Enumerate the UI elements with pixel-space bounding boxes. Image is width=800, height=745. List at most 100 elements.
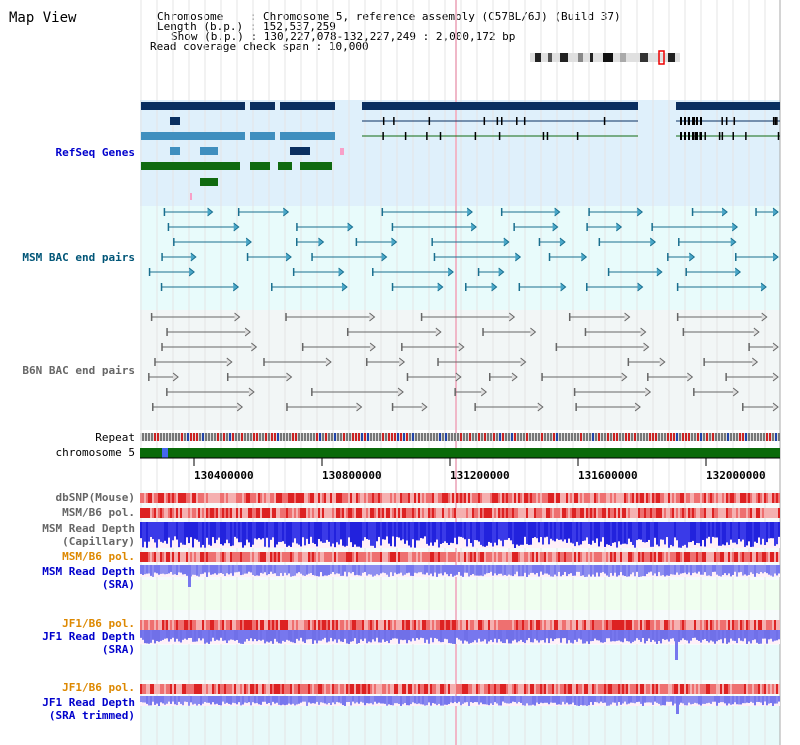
track-label-chromosome[interactable]: chromosome 5 xyxy=(55,446,135,459)
heat-cell xyxy=(558,508,560,518)
heat-cell xyxy=(510,552,512,562)
heat-cell xyxy=(482,684,484,694)
heat-cell xyxy=(480,620,482,630)
depth-bar xyxy=(256,522,258,540)
repeat-feature xyxy=(436,433,438,441)
depth-bar xyxy=(666,696,668,702)
heat-cell xyxy=(296,508,298,518)
track-label-dbsnp[interactable]: dbSNP(Mouse) xyxy=(55,491,135,504)
heat-cell xyxy=(182,684,184,694)
heat-cell xyxy=(512,508,514,518)
heat-cell xyxy=(258,508,260,518)
depth-bar xyxy=(348,696,350,703)
repeat-feature xyxy=(310,433,312,441)
heat-cell xyxy=(256,552,258,562)
repeat-feature xyxy=(142,433,144,441)
depth-bar xyxy=(452,630,454,644)
depth-bar xyxy=(212,630,214,638)
heat-cell xyxy=(318,620,320,630)
heat-cell xyxy=(154,684,156,694)
depth-bar xyxy=(718,630,720,640)
track-label-jf1-b6-pol[interactable]: JF1/B6 pol. xyxy=(62,617,135,630)
heat-cell xyxy=(200,493,202,503)
heat-cell xyxy=(626,684,628,694)
heat-cell xyxy=(570,684,572,694)
heat-cell xyxy=(646,620,648,630)
heat-cell xyxy=(302,684,304,694)
track-label-jf1-depth-trim[interactable]: JF1 Read Depth xyxy=(42,696,135,709)
repeat-feature xyxy=(673,433,675,441)
depth-bar xyxy=(728,522,730,545)
heat-cell xyxy=(286,493,288,503)
heat-cell xyxy=(636,620,638,630)
heat-cell xyxy=(762,508,764,518)
track-label-repeat[interactable]: Repeat xyxy=(95,431,135,444)
heat-cell xyxy=(228,552,230,562)
depth-bar xyxy=(516,522,518,545)
track-label-jf1-depth-sra[interactable]: JF1 Read Depth xyxy=(42,630,135,643)
depth-bar xyxy=(224,565,226,577)
heat-cell xyxy=(324,493,326,503)
heat-cell xyxy=(482,493,484,503)
heat-cell xyxy=(410,493,412,503)
heat-cell xyxy=(198,493,200,503)
heat-cell xyxy=(736,684,738,694)
heat-cell xyxy=(438,493,440,503)
heat-cell xyxy=(198,684,200,694)
heat-cell xyxy=(268,493,270,503)
heat-cell xyxy=(340,493,342,503)
depth-bar xyxy=(694,696,696,703)
heat-cell xyxy=(364,684,366,694)
depth-bar xyxy=(254,565,256,576)
heat-cell xyxy=(304,552,306,562)
depth-bar xyxy=(768,522,770,539)
depth-bar xyxy=(344,565,346,572)
heat-cell xyxy=(628,493,630,503)
depth-bar xyxy=(314,630,316,641)
heat-cell xyxy=(506,493,508,503)
heat-cell xyxy=(272,508,274,518)
heat-cell xyxy=(296,493,298,503)
depth-bar xyxy=(180,696,182,704)
depth-bar xyxy=(400,696,402,706)
track-label-msm-bac[interactable]: MSM BAC end pairs xyxy=(22,251,135,264)
heat-cell xyxy=(484,552,486,562)
heat-cell xyxy=(554,620,556,630)
heat-cell xyxy=(450,552,452,562)
depth-bar xyxy=(358,522,360,547)
heat-cell xyxy=(532,552,534,562)
repeat-feature xyxy=(211,433,213,441)
heat-cell xyxy=(408,684,410,694)
track-label-msm-b6-pol[interactable]: MSM/B6 pol. xyxy=(62,506,135,519)
track-label-b6n-bac[interactable]: B6N BAC end pairs xyxy=(22,364,135,377)
track-label-refseq[interactable]: RefSeq Genes xyxy=(55,146,135,159)
depth-bar xyxy=(538,522,540,543)
heat-cell xyxy=(586,493,588,503)
depth-bar xyxy=(632,565,634,573)
depth-bar xyxy=(264,565,266,573)
heat-cell xyxy=(238,493,240,503)
heat-cell xyxy=(416,620,418,630)
depth-bar xyxy=(360,630,362,640)
depth-bar xyxy=(518,696,520,702)
depth-bar xyxy=(550,630,552,639)
depth-bar xyxy=(166,522,168,544)
depth-bar xyxy=(766,565,768,574)
depth-bar xyxy=(156,696,158,704)
depth-bar xyxy=(162,630,164,640)
b6n-bac-pair-end xyxy=(732,387,739,397)
track-label-msm-depth-cap[interactable]: MSM Read Depth xyxy=(42,522,135,535)
heat-cell xyxy=(660,552,662,562)
heat-cell xyxy=(594,493,596,503)
depth-bar xyxy=(274,630,276,639)
depth-bar xyxy=(434,565,436,573)
depth-bar xyxy=(738,696,740,705)
heat-cell xyxy=(570,620,572,630)
heat-cell xyxy=(370,552,372,562)
track-label-msm-b6-pol-2[interactable]: MSM/B6 pol. xyxy=(62,550,135,563)
heat-cell xyxy=(616,493,618,503)
track-label-jf1-b6-pol-2[interactable]: JF1/B6 pol. xyxy=(62,681,135,694)
heat-cell xyxy=(430,508,432,518)
track-label-msm-depth-sra[interactable]: MSM Read Depth xyxy=(42,565,135,578)
